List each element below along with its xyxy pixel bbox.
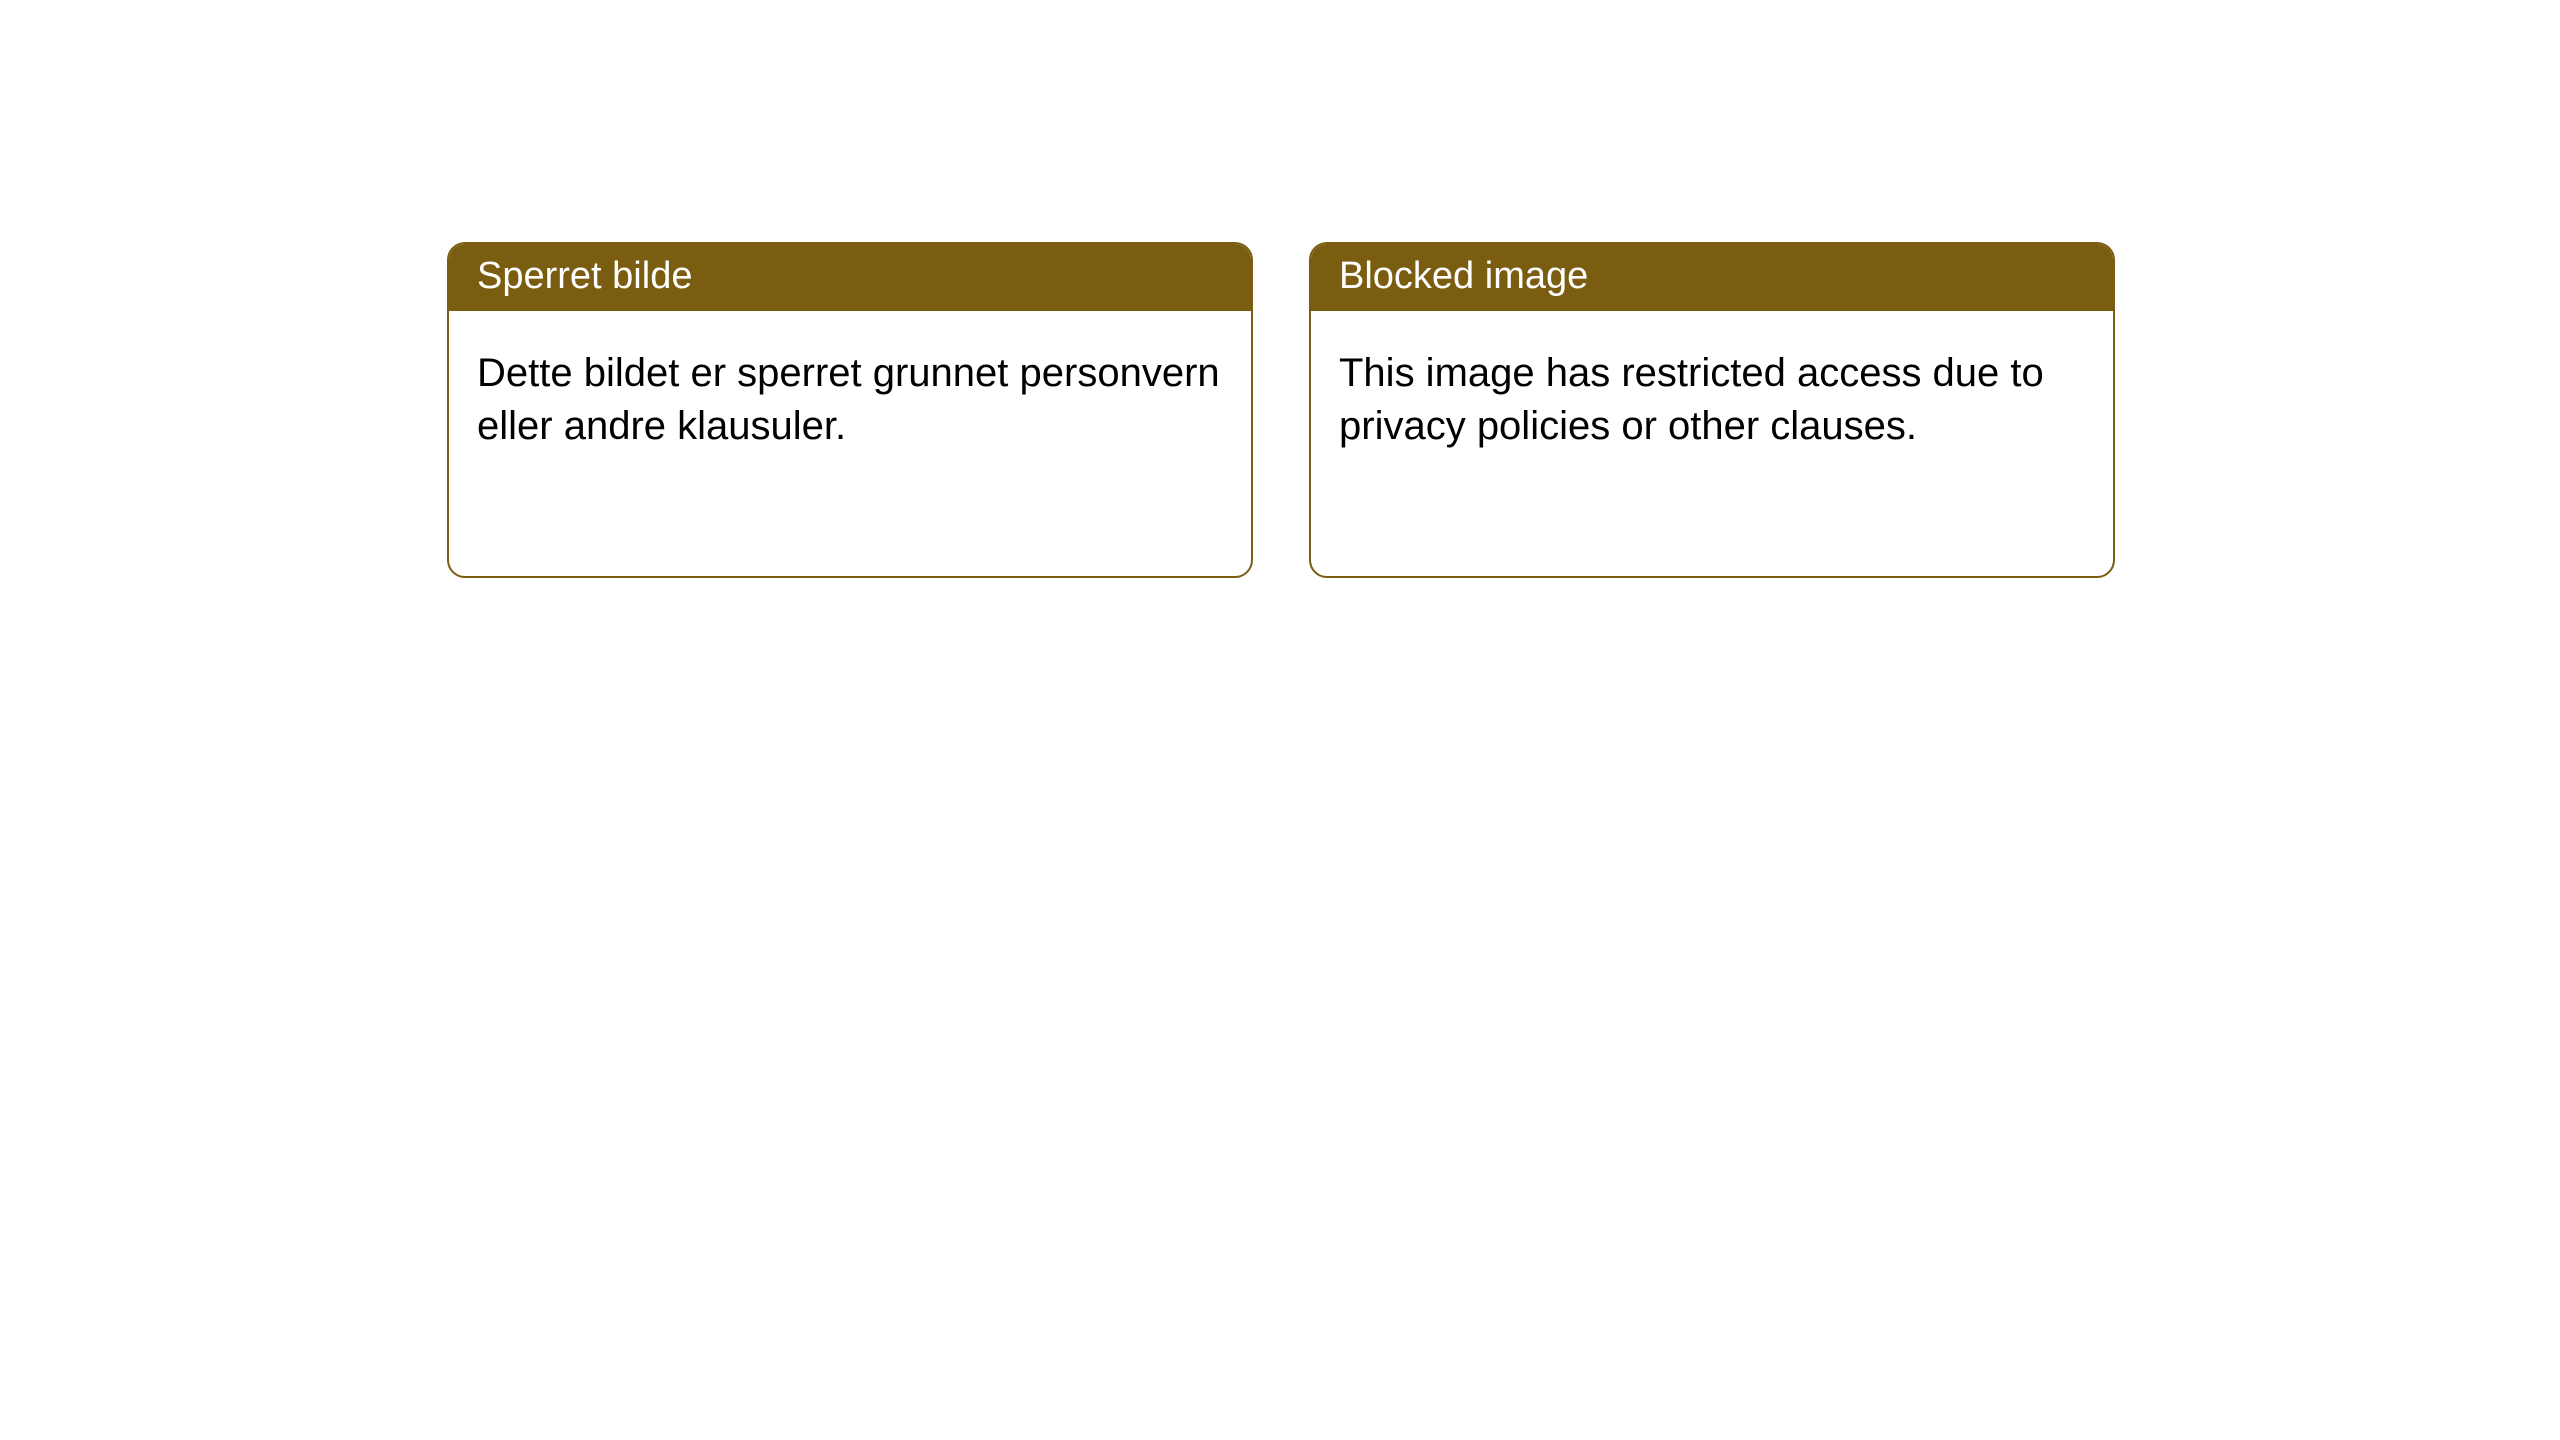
notice-header-norwegian: Sperret bilde bbox=[449, 244, 1251, 311]
notice-body-english: This image has restricted access due to … bbox=[1311, 311, 2113, 489]
notice-card-english: Blocked image This image has restricted … bbox=[1309, 242, 2115, 578]
notice-container: Sperret bilde Dette bildet er sperret gr… bbox=[0, 0, 2560, 578]
notice-card-norwegian: Sperret bilde Dette bildet er sperret gr… bbox=[447, 242, 1253, 578]
notice-header-english: Blocked image bbox=[1311, 244, 2113, 311]
notice-body-norwegian: Dette bildet er sperret grunnet personve… bbox=[449, 311, 1251, 489]
